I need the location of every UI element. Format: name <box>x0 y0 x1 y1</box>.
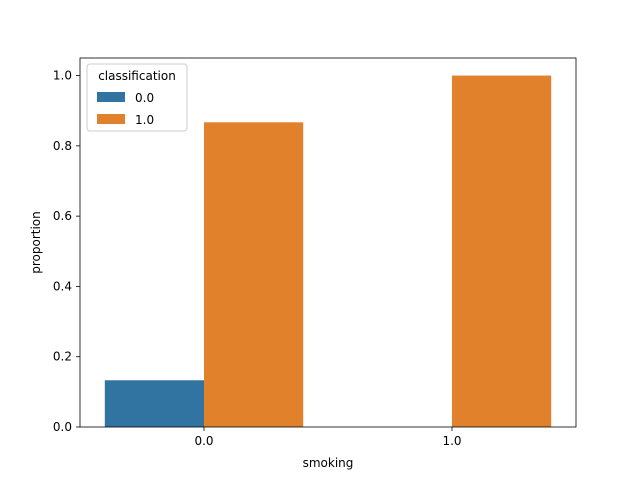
y-axis: 0.0 0.2 0.4 0.6 0.8 1.0 <box>53 69 80 434</box>
plot-frame <box>79 57 577 428</box>
y-axis-label: proportion <box>29 211 43 274</box>
y-tick-label: 1.0 <box>53 69 72 83</box>
bar-1.0-1.0 <box>452 75 552 428</box>
y-tick-label: 0.6 <box>53 209 72 223</box>
legend-label-1.0: 1.0 <box>135 113 154 127</box>
legend-swatch-0.0 <box>97 92 125 102</box>
x-tick-label: 1.0 <box>442 434 461 448</box>
legend-title: classification <box>98 69 176 83</box>
y-tick-label: 0.2 <box>53 350 72 364</box>
legend-swatch-1.0 <box>97 114 125 124</box>
bar-0.0-1.0 <box>204 122 304 427</box>
x-tick-label: 0.0 <box>194 434 213 448</box>
y-tick-label: 0.4 <box>53 279 72 293</box>
bars-layer <box>104 75 552 428</box>
legend-label-0.0: 0.0 <box>135 91 154 105</box>
legend: classification 0.0 1.0 <box>86 63 188 132</box>
y-tick-label: 0.8 <box>53 139 72 153</box>
y-tick-label: 0.0 <box>53 420 72 434</box>
x-axis-label: smoking <box>303 456 354 470</box>
x-axis: 0.0 1.0 <box>194 427 462 448</box>
bar-0.0-0.0 <box>104 380 204 427</box>
